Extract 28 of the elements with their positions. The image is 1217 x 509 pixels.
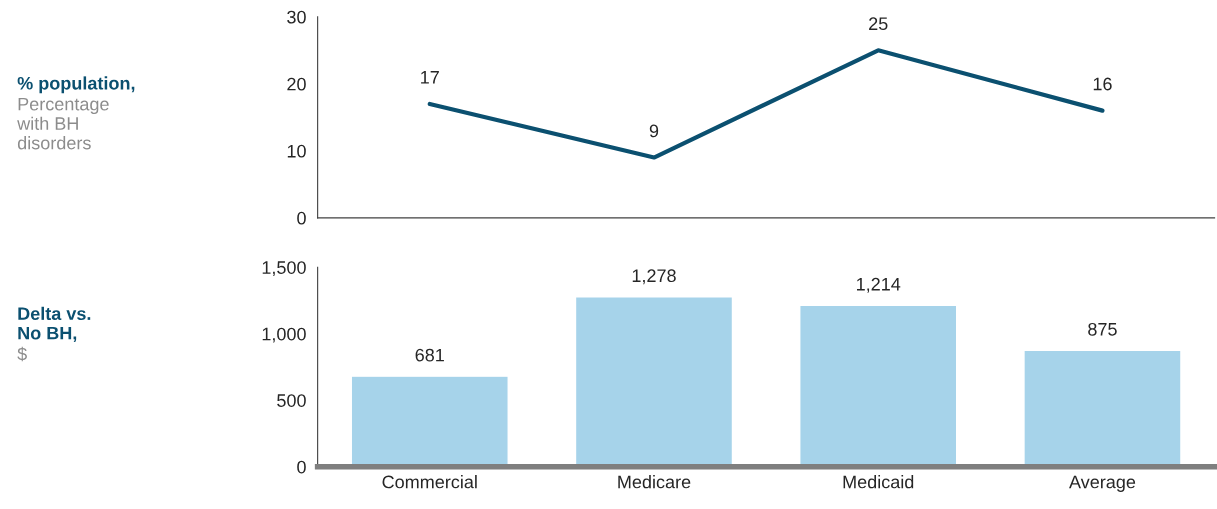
bar bbox=[1023, 349, 1182, 467]
y-tick-label: 500 bbox=[277, 394, 306, 407]
data-label: 16 bbox=[1093, 77, 1112, 91]
x-tick-label: Medicaid bbox=[843, 475, 914, 489]
data-label: 1,214 bbox=[857, 277, 901, 293]
data-label: 681 bbox=[415, 348, 444, 362]
y-tick-label: 0 bbox=[297, 211, 306, 225]
data-label: 17 bbox=[421, 71, 439, 84]
data-label: 1,278 bbox=[632, 269, 676, 285]
y-axis-title: Delta vs. No BH, bbox=[18, 306, 91, 343]
text: Percentage with BH disorders bbox=[17, 97, 109, 150]
y-tick-label: 1,500 bbox=[262, 261, 306, 277]
x-tick-label: Commercial bbox=[382, 475, 477, 489]
bar bbox=[799, 304, 958, 467]
x-tick-label: Medicare bbox=[618, 475, 691, 489]
y-axis-title: % population, bbox=[17, 76, 135, 94]
y-tick-label: 20 bbox=[287, 77, 306, 91]
bar bbox=[350, 375, 509, 467]
y-tick-label: 1,000 bbox=[262, 327, 306, 343]
bar bbox=[574, 296, 734, 467]
data-label: 9 bbox=[649, 124, 659, 138]
text: $ bbox=[17, 346, 27, 362]
x-tick-label: Average bbox=[1069, 475, 1136, 492]
y-tick-label: 10 bbox=[287, 144, 306, 158]
y-tick-label: 30 bbox=[287, 10, 306, 24]
y-tick-label: 0 bbox=[297, 460, 306, 474]
data-label: 25 bbox=[869, 17, 888, 31]
data-label: 875 bbox=[1088, 322, 1117, 336]
